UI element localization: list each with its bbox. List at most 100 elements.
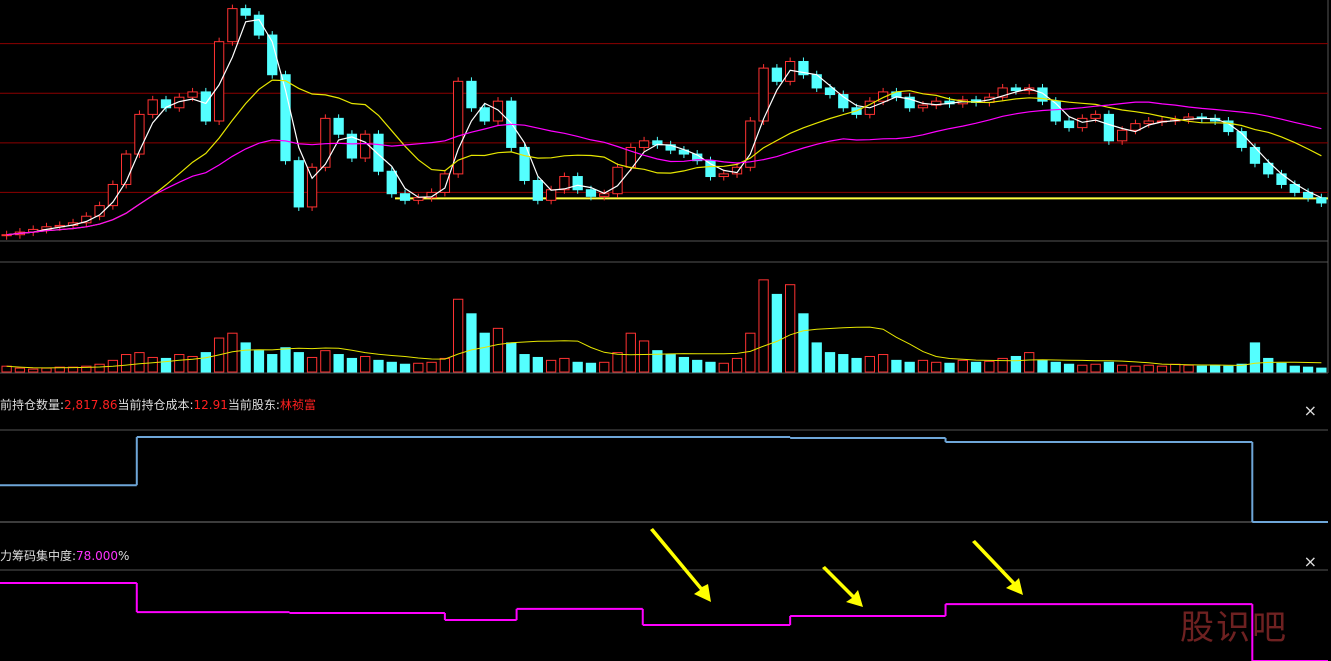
candle	[200, 91, 211, 122]
candle	[1236, 131, 1247, 148]
volume-bar	[466, 313, 477, 373]
candle	[306, 166, 318, 208]
volume-bar	[453, 298, 464, 373]
volume-bar	[904, 361, 915, 373]
candle	[1077, 117, 1088, 129]
stat-unit: %	[118, 549, 130, 563]
volume-bar	[81, 365, 92, 373]
volume-bar	[877, 354, 889, 373]
volume-bar	[399, 363, 411, 373]
candle	[134, 113, 145, 155]
volume-bar	[864, 355, 875, 373]
volume-bar	[665, 354, 676, 373]
volume-bar	[1183, 364, 1194, 373]
candle	[439, 173, 451, 193]
volume-bar	[360, 355, 371, 373]
candle	[386, 170, 397, 195]
volume-bar	[970, 361, 982, 373]
volume-bar	[718, 362, 729, 373]
candle	[320, 117, 331, 168]
volume-bar	[1, 365, 12, 373]
candle	[532, 180, 543, 201]
candle	[413, 197, 424, 201]
candle	[599, 193, 610, 197]
arrow	[972, 540, 1023, 595]
candle	[147, 99, 158, 115]
volume-bar	[439, 357, 451, 373]
candle	[545, 189, 557, 201]
candle	[399, 193, 411, 201]
candle	[426, 191, 437, 199]
volume-bar	[267, 354, 278, 373]
candle	[758, 67, 769, 122]
candle	[253, 14, 265, 36]
candle	[519, 146, 530, 181]
candle	[466, 80, 477, 109]
candle	[1249, 146, 1261, 164]
volume-bar	[187, 355, 198, 373]
candle	[1010, 87, 1022, 92]
volume-bar	[625, 332, 636, 373]
volume-bar	[931, 361, 942, 373]
concentration-header: 主力筹码集中度:78.000%	[0, 547, 129, 564]
volume-bar	[944, 362, 955, 373]
candle	[572, 176, 583, 191]
close-button[interactable]: ×	[1303, 401, 1317, 420]
volume-bar	[638, 340, 650, 373]
arrow	[822, 566, 863, 607]
volume-bar	[174, 354, 185, 373]
candle	[1143, 120, 1154, 125]
volume-bar	[585, 362, 597, 373]
volume-bar	[41, 367, 52, 373]
candle	[280, 74, 291, 162]
volume-bar	[1236, 363, 1247, 373]
volume-bar	[811, 342, 822, 373]
volume-bar	[1289, 365, 1300, 373]
volume-bar	[984, 360, 995, 373]
stat-value: 林祯富	[279, 398, 316, 412]
volume-bar	[1090, 363, 1101, 373]
volume-bar	[147, 356, 158, 373]
close-button[interactable]: ×	[1303, 552, 1317, 571]
volume-bar	[386, 361, 397, 373]
candle	[227, 8, 238, 43]
candle	[492, 100, 504, 122]
volume-bar	[1196, 365, 1207, 373]
volume-bar	[1077, 364, 1088, 373]
volume-bar	[1130, 365, 1141, 373]
volume-bar	[121, 354, 132, 373]
volume-bar	[957, 359, 968, 373]
volume-bar	[1223, 365, 1234, 373]
candle	[917, 104, 929, 109]
volume-bar	[160, 357, 172, 373]
candle	[1090, 113, 1101, 119]
volume-bar	[506, 342, 517, 373]
candle	[293, 160, 304, 208]
volume-bar	[346, 357, 358, 373]
volume-bar	[253, 350, 265, 373]
candle	[877, 91, 889, 102]
volume-bar	[599, 361, 610, 373]
volume-bar	[731, 357, 743, 373]
candle	[1050, 100, 1061, 122]
stat-label: 当前股东:	[227, 398, 280, 412]
stat-value: 12.91	[193, 398, 228, 412]
candle	[718, 173, 729, 178]
volume-bar	[1276, 362, 1287, 373]
stat-value: 78.000	[76, 549, 119, 563]
candle	[1130, 123, 1141, 131]
volume-bar	[519, 354, 530, 373]
candle	[479, 107, 490, 122]
volume-bar	[745, 332, 756, 373]
volume-bar	[532, 356, 543, 373]
volume-bar	[1037, 359, 1048, 373]
volume-bar	[771, 293, 783, 373]
volume-ma	[6, 326, 1322, 369]
candle	[1063, 120, 1075, 129]
volume-bar	[240, 342, 251, 373]
volume-bar	[545, 359, 557, 373]
volume-bar	[1249, 342, 1261, 373]
stat-label: 主力筹码集中度:	[0, 549, 77, 563]
candle	[904, 96, 915, 109]
